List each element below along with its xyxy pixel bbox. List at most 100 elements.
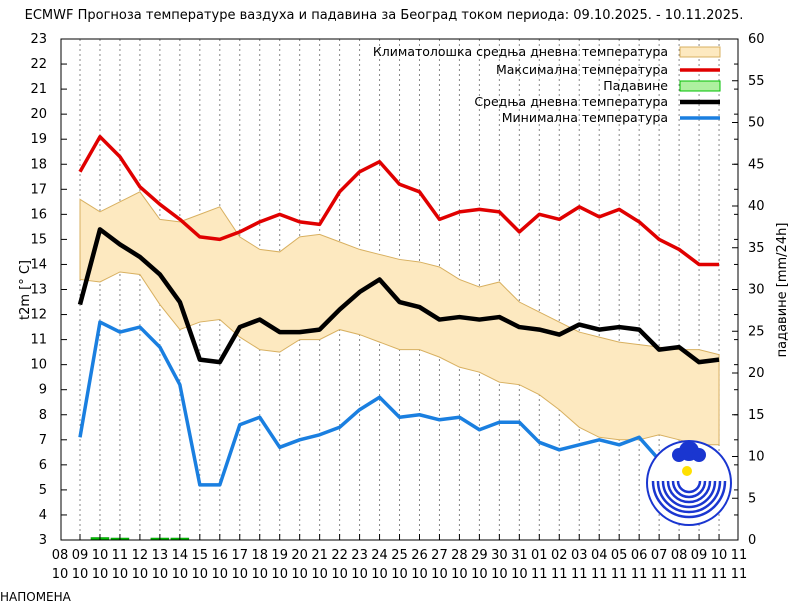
x-tick-day: 01	[531, 548, 548, 563]
y-tick-label: 23	[30, 32, 47, 47]
x-tick-month: 10	[251, 567, 268, 582]
y-tick-label: 4	[39, 508, 47, 523]
x-tick-month: 10	[471, 567, 488, 582]
chart-title: ECMWF Прогноза температуре ваздуха и пад…	[25, 8, 744, 23]
x-tick-month: 11	[671, 567, 688, 582]
x-tick-day: 05	[611, 548, 628, 563]
x-tick-day: 22	[331, 548, 348, 563]
legend-label: Климатолошка средња дневна температура	[373, 44, 668, 59]
y-tick-label: 22	[30, 57, 47, 72]
x-axis-ticks: 0810091010101110121013101410151016101710…	[52, 534, 748, 582]
x-tick-day: 31	[511, 548, 528, 563]
x-tick-month: 10	[391, 567, 408, 582]
x-tick-day: 03	[571, 548, 588, 563]
y-tick-label: 21	[30, 82, 47, 97]
y-tick-label: 3	[39, 533, 47, 548]
y-tick-label: 11	[30, 333, 47, 348]
y2-tick-label: 40	[748, 199, 765, 214]
x-tick-month: 10	[72, 567, 89, 582]
x-tick-day: 21	[311, 548, 328, 563]
x-tick-day: 17	[231, 548, 248, 563]
x-tick-month: 10	[192, 567, 209, 582]
logo-cloud	[672, 448, 686, 462]
logo-wave	[651, 480, 727, 519]
y2-axis-ticks: 0 5 10 15 20 25 30 35 40 45 50 55 60	[732, 32, 765, 548]
y-tick-label: 9	[39, 383, 47, 398]
y2-tick-label: 5	[748, 491, 756, 506]
logo-wave	[661, 480, 717, 509]
x-tick-month: 11	[571, 567, 588, 582]
series-lines	[77, 134, 720, 487]
x-tick-month: 11	[611, 567, 628, 582]
x-tick-month: 10	[311, 567, 328, 582]
x-tick-month: 10	[172, 567, 189, 582]
max-temp-line	[78, 134, 720, 267]
legend: Климатолошка средња дневна температура Ма…	[373, 44, 721, 125]
y2-tick-label: 15	[748, 408, 765, 423]
legend-swatch-climate	[679, 46, 721, 58]
y2-tick-label: 30	[748, 283, 765, 298]
y-tick-label: 15	[30, 232, 47, 247]
x-tick-day: 04	[591, 548, 608, 563]
y2-tick-label: 0	[748, 533, 756, 548]
legend-label: Максимална температура	[496, 62, 668, 77]
x-tick-day: 30	[491, 548, 508, 563]
x-tick-day: 06	[631, 548, 648, 563]
y2-tick-label: 60	[748, 32, 765, 47]
x-tick-day: 29	[471, 548, 488, 563]
y2-tick-label: 55	[748, 74, 765, 89]
x-tick-day: 12	[132, 548, 149, 563]
y-axis-ticks: 3 4 5 6 7 8 9 10 11 12 13 14 15 16 17 18 19 20 21 22 23	[30, 32, 738, 548]
y-tick-label: 18	[30, 157, 47, 172]
logo-wave	[671, 480, 707, 499]
y-tick-label: 19	[30, 132, 47, 147]
mean-temp-line	[77, 227, 720, 365]
x-tick-month: 10	[371, 567, 388, 582]
y2-tick-label: 25	[748, 324, 765, 339]
logo-sun	[682, 466, 692, 476]
x-tick-month: 11	[711, 567, 728, 582]
y-tick-label: 6	[39, 458, 47, 473]
rhmz-logo	[646, 440, 732, 526]
x-tick-day: 24	[371, 548, 388, 563]
x-tick-month: 11	[631, 567, 648, 582]
x-tick-day: 11	[731, 548, 748, 563]
x-tick-month: 10	[291, 567, 308, 582]
y-tick-label: 12	[30, 308, 47, 323]
x-tick-day: 09	[691, 548, 708, 563]
x-tick-month: 10	[52, 567, 69, 582]
x-tick-month: 10	[331, 567, 348, 582]
x-tick-day: 15	[192, 548, 209, 563]
logo-wave	[676, 480, 702, 494]
x-tick-month: 10	[92, 567, 109, 582]
y2-tick-label: 35	[748, 241, 765, 256]
logo-wave	[656, 480, 722, 514]
x-tick-day: 26	[411, 548, 428, 563]
note-label: НАПОМЕНА	[0, 590, 71, 604]
x-tick-day: 20	[291, 548, 308, 563]
y-tick-label: 13	[30, 283, 47, 298]
legend-label: Минимална температура	[502, 110, 668, 125]
x-tick-month: 11	[731, 567, 748, 582]
legend-swatch-precip	[679, 80, 721, 92]
x-tick-day: 02	[551, 548, 568, 563]
x-tick-month: 10	[491, 567, 508, 582]
x-tick-month: 11	[691, 567, 708, 582]
x-tick-day: 16	[212, 548, 229, 563]
x-tick-day: 28	[451, 548, 468, 563]
y-tick-label: 20	[30, 107, 47, 122]
x-tick-month: 11	[651, 567, 668, 582]
x-tick-day: 09	[72, 548, 89, 563]
x-tick-month: 10	[231, 567, 248, 582]
y2-tick-label: 20	[748, 366, 765, 381]
x-tick-day: 07	[651, 548, 668, 563]
x-tick-day: 08	[52, 548, 69, 563]
x-tick-day: 23	[351, 548, 368, 563]
x-tick-day: 25	[391, 548, 408, 563]
x-tick-day: 10	[92, 548, 109, 563]
climate-band-area	[79, 191, 720, 446]
x-tick-month: 10	[152, 567, 169, 582]
x-tick-month: 10	[431, 567, 448, 582]
x-tick-month: 10	[511, 567, 528, 582]
